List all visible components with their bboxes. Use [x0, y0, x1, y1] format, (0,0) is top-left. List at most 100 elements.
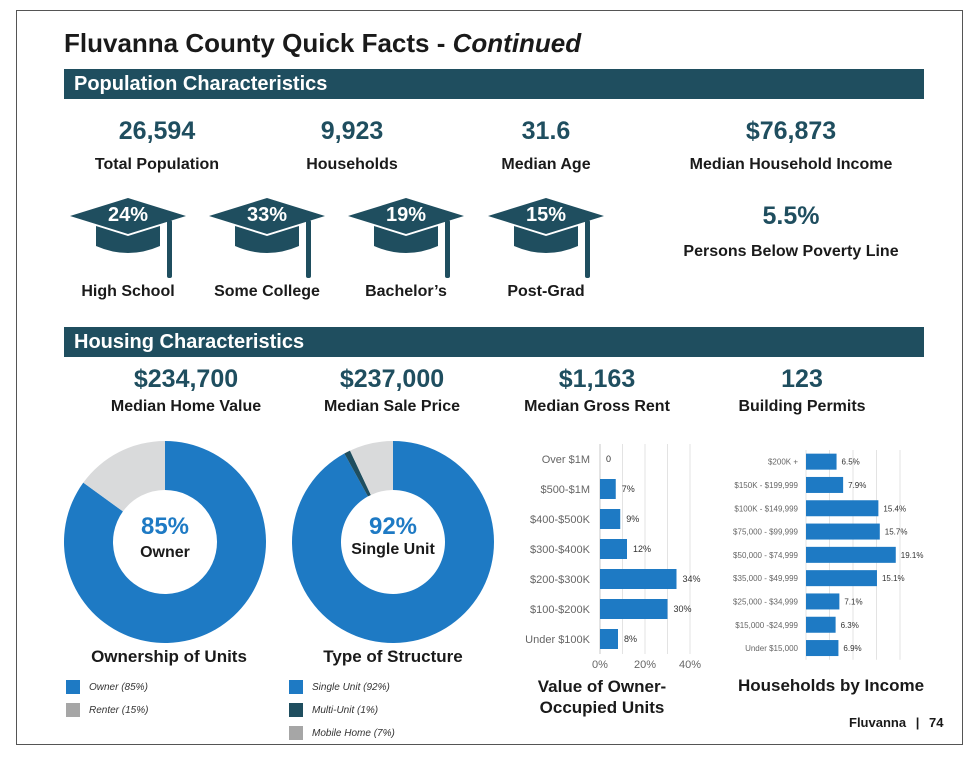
median-income-value: $76,873	[745, 117, 837, 145]
bar	[600, 599, 668, 619]
category-label: Over $1M	[542, 454, 590, 466]
home-value-bar-chart: Over $1M 0 $500-$1M 7% $400-$500K 9% $300-$400…	[525, 444, 701, 671]
poverty-label: Persons Below Poverty Line	[683, 243, 899, 260]
total-population-value: 26,594	[118, 117, 196, 145]
x-tick-label: 0%	[592, 659, 608, 671]
building-permits-label: Building Permits	[738, 398, 866, 415]
graduation-cap-icon	[70, 198, 186, 278]
data-label: 9%	[626, 514, 639, 524]
data-label: 12%	[633, 544, 651, 554]
category-label: $15,000 -$24,999	[735, 621, 798, 630]
page-number: 74	[928, 715, 944, 730]
donut-slice	[83, 441, 165, 512]
category-label: Under $100K	[525, 634, 590, 646]
legend-label: Mobile Home (7%)	[312, 727, 395, 739]
ownership-legend: Owner (85%) Renter (15%)	[66, 678, 148, 719]
bar	[806, 640, 839, 657]
data-label: 7.1%	[844, 597, 862, 606]
building-permits-value: 123	[781, 365, 823, 393]
category-label: $50,000 - $74,999	[733, 551, 798, 560]
legend-swatch	[289, 680, 303, 694]
legend-swatch	[66, 680, 80, 694]
legend-label: Owner (85%)	[89, 681, 148, 693]
graduation-cap-icon	[209, 198, 325, 278]
median-age-label: Median Age	[501, 156, 591, 173]
data-label: 15.7%	[885, 528, 908, 537]
category-label: $75,000 - $99,999	[733, 528, 798, 537]
page-frame	[16, 10, 963, 745]
structure-chart-title: Type of Structure	[323, 647, 463, 666]
bar	[806, 476, 844, 493]
legend-swatch	[289, 726, 303, 740]
ownership-donut-chart	[63, 441, 267, 643]
bar	[600, 569, 677, 589]
median-gross-rent-label: Median Gross Rent	[524, 398, 670, 415]
median-age-value: 31.6	[521, 117, 571, 145]
education-cap-some-college: 33%	[207, 198, 327, 278]
housing-banner: Housing Characteristics	[64, 327, 924, 357]
median-home-value-value: $234,700	[133, 365, 239, 393]
category-label: $300-$400K	[530, 544, 591, 556]
poverty-value: 5.5%	[762, 202, 820, 230]
data-label: 6.5%	[842, 458, 860, 467]
data-label: 34%	[683, 574, 701, 584]
data-label: 7.9%	[848, 481, 866, 490]
education-label-post-grad: Post-Grad	[507, 283, 585, 300]
bar	[600, 509, 621, 529]
donut-slice	[349, 441, 393, 495]
households-label: Households	[306, 156, 398, 173]
education-label-some-college: Some College	[214, 283, 320, 300]
bar	[806, 616, 836, 633]
category-label: Under $15,000	[745, 644, 798, 653]
education-cap-high-school: 24%	[68, 198, 188, 278]
bar	[600, 479, 616, 499]
legend-label: Renter (15%)	[89, 704, 149, 716]
data-label: 7%	[622, 484, 635, 494]
structure-legend: Single Unit (92%) Multi-Unit (1%) Mobile…	[289, 678, 395, 742]
category-label: $200-$300K	[530, 574, 591, 586]
page-title: Fluvanna County Quick Facts - Continued	[64, 28, 581, 59]
page-title-emphasis: Continued	[452, 28, 582, 58]
median-sale-price-label: Median Sale Price	[323, 398, 461, 415]
data-label: 8%	[624, 634, 637, 644]
ownership-center-label: Owner	[140, 544, 190, 561]
bar	[806, 570, 877, 587]
education-pct: 15%	[525, 204, 567, 226]
footer: Fluvanna | 74	[849, 715, 943, 730]
education-label-high-school: High School	[81, 283, 175, 300]
ownership-center-pct: 85%	[140, 513, 190, 540]
legend-label: Single Unit (92%)	[312, 681, 390, 693]
category-label: $500-$1M	[540, 484, 590, 496]
bar	[806, 593, 840, 610]
structure-donut-chart	[292, 441, 494, 643]
structure-center-label: Single Unit	[351, 541, 435, 558]
bar	[806, 546, 896, 563]
education-label-bachelors: Bachelor’s	[365, 283, 447, 300]
education-pct: 33%	[246, 204, 288, 226]
category-label: $100-$200K	[530, 604, 591, 616]
category-label: $200K +	[768, 458, 798, 467]
graduation-cap-icon	[488, 198, 604, 278]
legend-item: Renter (15%)	[66, 701, 148, 719]
data-label: 6.9%	[843, 644, 861, 653]
donut-slice	[292, 441, 494, 643]
income-chart-title: Households by Income	[737, 676, 925, 695]
footer-county: Fluvanna	[849, 715, 907, 730]
data-label: 30%	[674, 604, 692, 614]
legend-item: Owner (85%)	[66, 678, 148, 696]
education-pct: 19%	[385, 204, 427, 226]
data-label: 6.3%	[841, 621, 859, 630]
median-home-value-label: Median Home Value	[110, 398, 262, 415]
x-tick-label: 40%	[679, 659, 701, 671]
population-banner: Population Characteristics	[64, 69, 924, 99]
education-cap-post-grad: 15%	[486, 198, 606, 278]
legend-swatch	[66, 703, 80, 717]
donut-slice	[344, 450, 371, 497]
legend-swatch	[289, 703, 303, 717]
category-label: $100K - $149,999	[734, 504, 798, 513]
median-gross-rent-value: $1,163	[558, 365, 636, 393]
page-title-main: Fluvanna County Quick Facts -	[64, 28, 453, 58]
data-label: 15.1%	[882, 574, 905, 583]
data-label: 0	[606, 454, 611, 464]
home-value-chart-title: Value of Owner- Occupied Units	[517, 676, 687, 718]
